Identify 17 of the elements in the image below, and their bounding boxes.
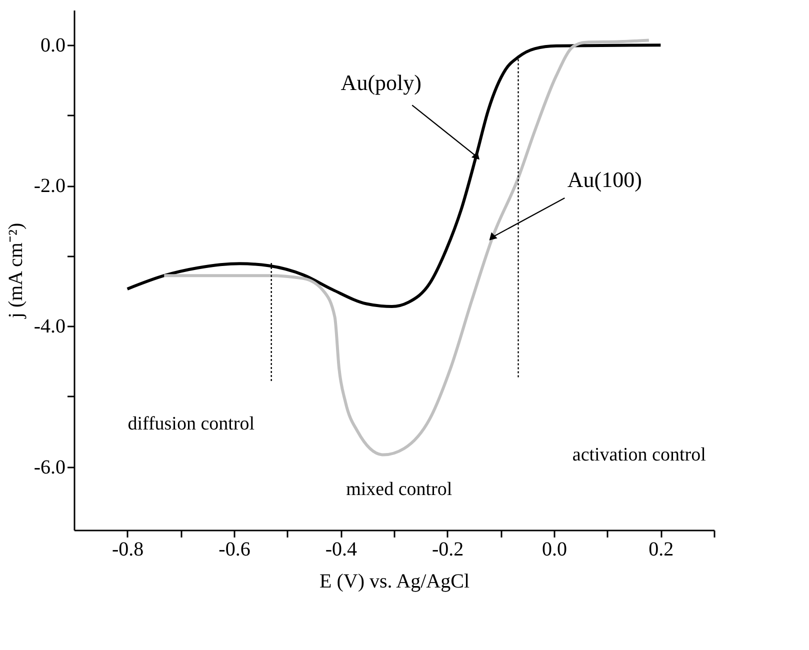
y-axis-title: j (mA cm⁻²) — [4, 222, 27, 320]
text: Au(poly) — [340, 70, 422, 96]
x-tick-label: -0.2 — [432, 538, 464, 560]
annotation: activation control — [572, 444, 706, 466]
x-tick-label: -0.4 — [325, 538, 358, 560]
x-tick-label: -0.8 — [112, 538, 144, 560]
annotation: diffusion control — [128, 413, 255, 434]
y-tick-label: -6.0 — [34, 456, 66, 478]
x-tick-label: 0.2 — [648, 538, 674, 560]
annotation: mixed control — [346, 478, 452, 500]
x-axis-title: E (V) vs. Ag/AgCl — [320, 570, 470, 592]
y-tick-label: -2.0 — [34, 175, 66, 198]
x-tick-label: -0.6 — [218, 538, 250, 560]
y-tick-label: 0.0 — [40, 34, 66, 57]
y-tick-label: -4.0 — [34, 316, 66, 338]
series-label: Au(100) — [567, 166, 642, 192]
x-tick-label: 0.0 — [542, 538, 567, 560]
